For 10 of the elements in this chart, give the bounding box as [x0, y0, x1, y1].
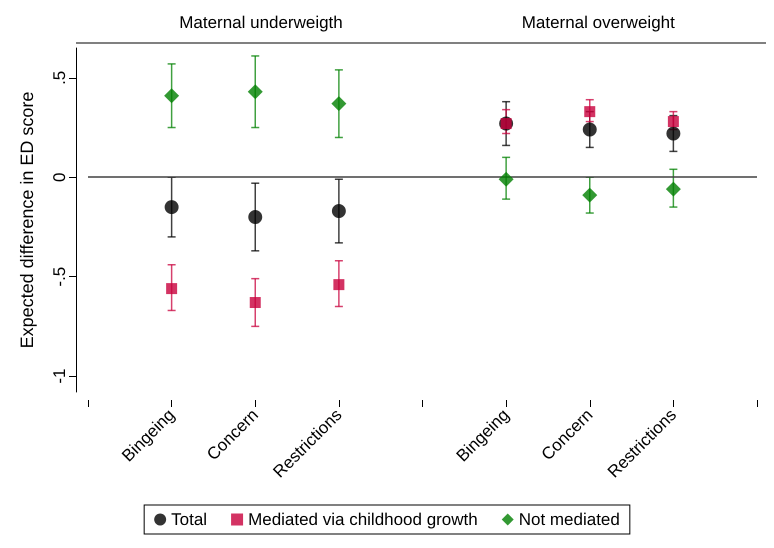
text: Maternal underweigth	[179, 13, 343, 32]
legend-label: Mediated via childhood growth	[248, 510, 478, 529]
y-axis-title: Expected difference in ED score	[17, 92, 37, 348]
y-tick-label: -.5	[50, 266, 69, 287]
y-tick-label: 0	[50, 172, 69, 182]
legend-label: Total	[171, 510, 208, 529]
y-tick-label: .5	[50, 70, 69, 85]
y-tick-label: -1	[50, 368, 69, 384]
legend-label: Not mediated	[518, 510, 620, 529]
text: Maternal overweight	[522, 13, 676, 32]
